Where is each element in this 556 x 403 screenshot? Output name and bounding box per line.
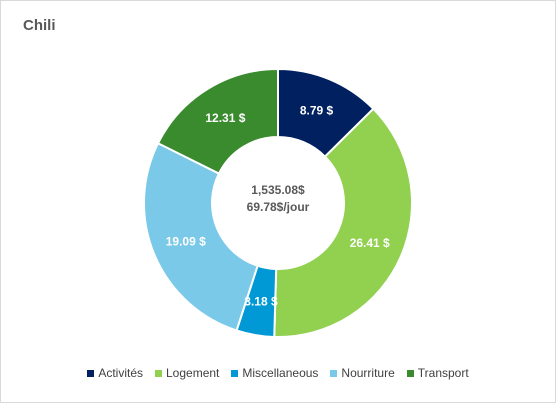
legend-item-logement: Logement (155, 366, 219, 380)
legend-item-activités: Activités (87, 366, 143, 380)
slice-label-activités: 8.79 $ (300, 104, 334, 118)
chart-legend: Activités Logement Miscellaneous Nourriture… (0, 366, 556, 380)
legend-label: Nourriture (341, 366, 395, 380)
slice-logement (273, 107, 413, 338)
slice-label-miscellaneous: 3.18 $ (244, 295, 278, 309)
slice-label-logement: 26.41 $ (350, 236, 390, 250)
donut-slices (143, 67, 413, 338)
legend-label: Transport (417, 366, 469, 380)
legend-label: Logement (166, 366, 220, 380)
center-per-day-label: 69.78$/jour (247, 200, 310, 214)
chart-title: Chili (23, 17, 56, 34)
legend-swatch (155, 369, 162, 377)
legend-item-transport: Transport (406, 366, 469, 380)
legend-swatch (231, 369, 239, 377)
slice-transport (156, 67, 279, 175)
legend-item-nourriture: Nourriture (330, 366, 395, 380)
legend-swatch (406, 369, 414, 377)
legend-label: Activités (98, 366, 143, 380)
legend-swatch (87, 369, 95, 377)
center-total-label: 1,535.08$ (251, 183, 305, 197)
slice-label-transport: 12.31 $ (205, 111, 245, 125)
legend-label: Miscellaneous (242, 366, 319, 380)
slice-label-nourriture: 19.09 $ (166, 235, 206, 249)
legend-swatch (330, 369, 338, 377)
legend-item-miscellaneous: Miscellaneous (231, 366, 318, 380)
slice-nourriture (143, 141, 259, 332)
slice-labels: 8.79 $ 26.41 $ 3.18 $ 19.09 $ 12.31 $ (166, 104, 390, 309)
